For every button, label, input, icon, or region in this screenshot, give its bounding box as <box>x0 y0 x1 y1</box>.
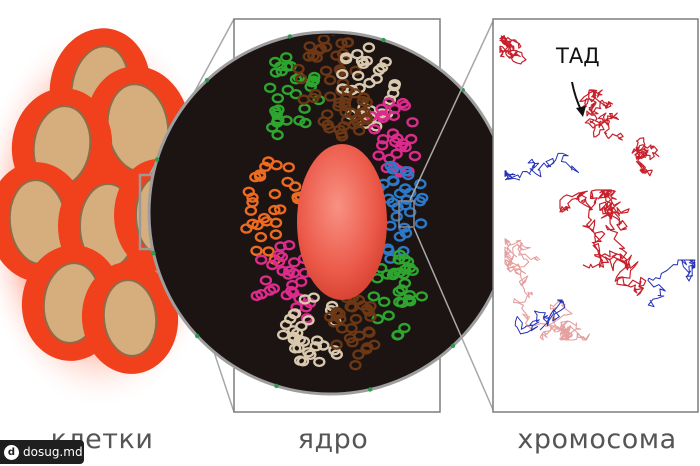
chromatin-loop <box>263 52 326 141</box>
zoom-line-top-2 <box>409 18 495 201</box>
watermark-logo-icon: d <box>4 444 19 460</box>
nuclear-pore <box>450 343 456 348</box>
caption-nucleus: ядро <box>297 424 369 455</box>
chromatin-loop <box>372 160 429 264</box>
zoom-line-bottom-2 <box>413 227 495 413</box>
nuclear-pore <box>367 387 373 392</box>
nuclear-pore <box>151 250 156 256</box>
polymer-segment <box>499 35 527 65</box>
nucleolus <box>297 144 387 300</box>
polymer-segment <box>579 89 624 141</box>
watermark-text: dosug.md <box>23 445 83 459</box>
nuclear-pore <box>274 383 279 389</box>
nuclear-pore <box>204 78 210 83</box>
polymer-segment <box>647 259 696 308</box>
cell <box>81 262 179 374</box>
nuclear-pore <box>381 37 386 43</box>
chromatin-loop <box>324 292 381 371</box>
nuclear-pore <box>195 333 200 339</box>
polymer-segment <box>559 189 647 296</box>
chromatin-loop <box>367 249 429 341</box>
watermark-badge: d dosug.md <box>0 440 84 464</box>
polymer-segment <box>504 238 591 341</box>
chromatin-loop <box>277 292 344 368</box>
polymer-segment <box>514 299 566 335</box>
tad-label: ТАД <box>556 44 600 68</box>
nuclear-pore <box>154 157 160 162</box>
caption-chromosome: хромосома <box>517 424 677 455</box>
cells-layer <box>0 28 202 374</box>
tad-arrow <box>571 81 586 117</box>
chromosome-zoom-box <box>398 200 415 228</box>
chromosome-panel-frame <box>492 18 699 413</box>
nuclear-pore <box>287 34 293 39</box>
chromatin-territories <box>240 35 429 371</box>
cell-nucleus <box>102 279 158 357</box>
polymer-segment <box>504 152 579 181</box>
chromatin-loop <box>317 85 373 142</box>
chromosome-polymer <box>499 35 696 341</box>
polymer-segment <box>631 137 660 177</box>
